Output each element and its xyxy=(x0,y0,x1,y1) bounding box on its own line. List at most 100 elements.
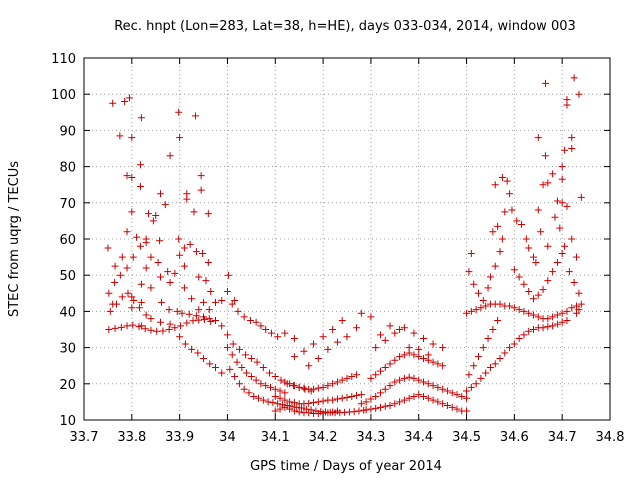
data-point xyxy=(229,340,237,348)
data-point xyxy=(575,289,583,297)
data-point xyxy=(194,349,202,357)
data-point xyxy=(128,134,136,142)
data-point xyxy=(467,383,475,391)
data-point xyxy=(180,262,188,270)
x-tick-label: 33.7 xyxy=(70,430,99,445)
data-point xyxy=(195,316,203,324)
data-point xyxy=(185,310,193,318)
data-point xyxy=(357,391,365,399)
data-point xyxy=(372,404,380,412)
data-point xyxy=(501,349,509,357)
data-point xyxy=(129,253,137,261)
data-point xyxy=(396,326,404,333)
data-point xyxy=(252,376,260,384)
x-tick-label: 34.1 xyxy=(261,430,290,445)
data-point xyxy=(130,297,138,305)
data-point xyxy=(534,206,542,214)
data-point xyxy=(537,228,545,236)
data-point xyxy=(231,373,239,381)
data-point xyxy=(226,365,234,373)
data-point xyxy=(111,278,119,286)
data-point xyxy=(556,224,564,232)
data-point xyxy=(295,383,303,391)
data-point xyxy=(197,172,205,180)
data-point xyxy=(266,383,274,391)
data-point xyxy=(348,392,356,400)
data-point xyxy=(381,402,389,410)
y-tick-label: 20 xyxy=(59,378,76,393)
data-point xyxy=(257,322,265,330)
data-point xyxy=(453,391,461,399)
data-point xyxy=(106,307,114,315)
data-point xyxy=(489,228,497,236)
data-point xyxy=(333,407,341,415)
data-point xyxy=(553,320,561,328)
data-point xyxy=(405,394,413,402)
data-point xyxy=(305,362,313,370)
data-point xyxy=(558,163,566,171)
data-point xyxy=(529,253,537,261)
data-point xyxy=(343,394,351,402)
data-point xyxy=(257,380,265,388)
data-point xyxy=(109,99,117,107)
data-point xyxy=(300,384,308,392)
data-point xyxy=(506,190,514,198)
data-point xyxy=(573,309,581,317)
data-point xyxy=(128,173,136,181)
data-point xyxy=(400,324,408,332)
x-axis-label: GPS time / Days of year 2014 xyxy=(250,459,442,474)
data-point xyxy=(205,315,213,323)
data-point xyxy=(105,289,113,297)
data-point xyxy=(376,331,384,339)
data-point xyxy=(539,286,547,294)
data-point xyxy=(205,306,213,314)
data-point xyxy=(137,114,145,122)
data-point xyxy=(156,237,164,245)
data-point xyxy=(310,399,318,407)
data-point xyxy=(269,399,277,407)
data-point xyxy=(136,242,144,250)
data-point xyxy=(177,322,185,330)
data-points xyxy=(104,74,585,417)
data-point xyxy=(223,287,231,295)
data-point xyxy=(510,304,518,312)
data-point xyxy=(338,316,346,324)
data-point xyxy=(463,394,471,402)
data-point xyxy=(498,235,506,243)
data-point xyxy=(286,405,294,413)
data-point xyxy=(157,273,165,281)
data-point xyxy=(494,316,502,324)
x-tick-label: 34.8 xyxy=(596,430,625,445)
y-axis-label: STEC from uqrg / TECUs xyxy=(7,161,22,317)
data-point xyxy=(381,385,389,393)
data-point xyxy=(137,322,145,330)
data-point xyxy=(570,74,578,82)
data-point xyxy=(200,298,208,306)
x-tick-label: 33.8 xyxy=(117,430,146,445)
data-point xyxy=(243,369,251,377)
data-point xyxy=(484,284,492,292)
data-point xyxy=(410,374,418,382)
data-point xyxy=(484,335,492,343)
data-point xyxy=(212,364,219,372)
data-point xyxy=(271,373,279,381)
data-point xyxy=(166,152,174,160)
data-point xyxy=(372,344,380,352)
data-point xyxy=(410,392,418,400)
data-point xyxy=(343,333,351,341)
data-point xyxy=(310,385,318,393)
data-point xyxy=(518,221,526,229)
data-point xyxy=(525,309,533,317)
data-point xyxy=(570,278,578,286)
y-tick-label: 80 xyxy=(59,161,76,176)
data-point xyxy=(348,373,356,381)
data-point xyxy=(137,280,145,288)
data-point xyxy=(503,177,511,185)
data-point xyxy=(171,269,179,277)
data-point xyxy=(319,383,327,391)
data-point xyxy=(183,319,191,327)
data-point xyxy=(207,287,215,295)
data-point xyxy=(324,345,332,353)
data-point xyxy=(563,316,571,324)
data-point xyxy=(281,378,289,386)
